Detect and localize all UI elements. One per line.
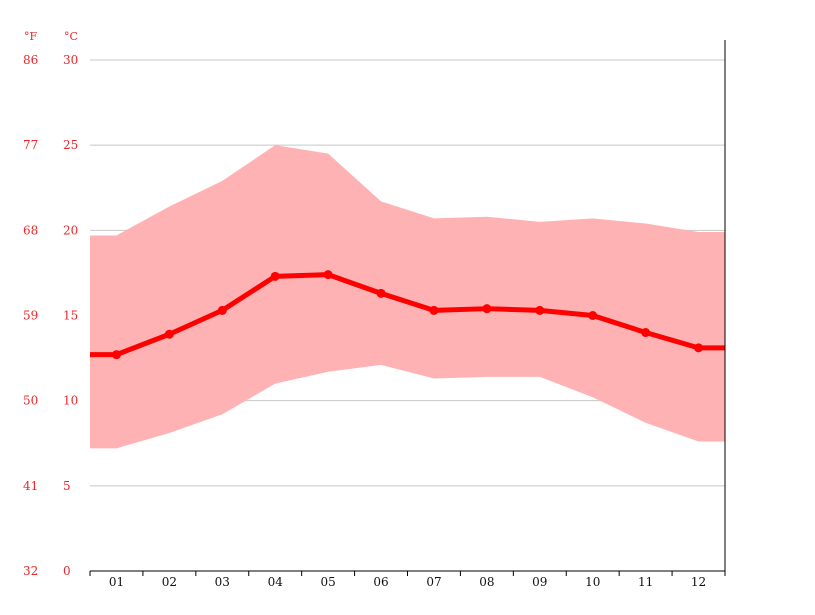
y-tick-fahrenheit-50: 50 bbox=[23, 394, 38, 408]
celsius-unit-label: °C bbox=[64, 30, 78, 43]
mean-point-02 bbox=[164, 329, 174, 339]
y-tick-celsius-20: 20 bbox=[63, 223, 78, 237]
y-tick-celsius-5: 5 bbox=[63, 479, 71, 493]
mean-temperature-line bbox=[90, 272, 725, 358]
mean-point-07 bbox=[429, 305, 439, 315]
x-tick-label-01: 01 bbox=[109, 575, 124, 589]
x-tick-label-09: 09 bbox=[532, 575, 547, 589]
x-tick-label-05: 05 bbox=[320, 575, 335, 589]
fahrenheit-unit-label: °F bbox=[24, 30, 38, 43]
y-tick-fahrenheit-59: 59 bbox=[23, 309, 38, 323]
x-tick-label-12: 12 bbox=[691, 575, 706, 589]
mean-point-10 bbox=[588, 311, 598, 320]
x-tick-label-10: 10 bbox=[585, 575, 600, 589]
x-tick-label-06: 06 bbox=[373, 575, 388, 589]
mean-point-01 bbox=[111, 350, 121, 360]
x-tick-label-08: 08 bbox=[479, 575, 494, 589]
y-tick-celsius-30: 30 bbox=[63, 53, 78, 67]
mean-point-11 bbox=[641, 328, 651, 338]
y-tick-fahrenheit-32: 32 bbox=[23, 564, 38, 578]
x-tick-label-07: 07 bbox=[426, 575, 441, 589]
band-layer bbox=[90, 145, 725, 449]
y-tick-celsius-25: 25 bbox=[63, 138, 78, 152]
line-layer bbox=[90, 270, 725, 360]
x-tick-label-02: 02 bbox=[162, 575, 177, 589]
x-tick-label-03: 03 bbox=[215, 575, 230, 589]
mean-point-09 bbox=[535, 305, 545, 315]
mean-point-03 bbox=[217, 305, 227, 315]
y-tick-celsius-0: 0 bbox=[63, 564, 71, 578]
y-tick-fahrenheit-77: 77 bbox=[23, 138, 38, 152]
x-tick-label-11: 11 bbox=[638, 575, 653, 589]
mean-point-08 bbox=[482, 304, 492, 314]
y-tick-fahrenheit-68: 68 bbox=[23, 223, 38, 237]
mean-point-04 bbox=[270, 271, 280, 281]
y-tick-celsius-10: 10 bbox=[63, 394, 78, 408]
y-tick-fahrenheit-41: 41 bbox=[23, 479, 38, 493]
y-tick-celsius-15: 15 bbox=[63, 309, 78, 323]
x-tick-label-04: 04 bbox=[268, 575, 284, 589]
temperature-range-band bbox=[90, 145, 725, 449]
y-tick-fahrenheit-86: 86 bbox=[23, 53, 38, 67]
axis-layer: 0 32 5 41 10 50 15 59 20 68 25 77 30 86 01 02 03 04 05 06 07… bbox=[23, 40, 726, 589]
mean-point-06 bbox=[376, 288, 386, 298]
mean-point-05 bbox=[323, 270, 333, 280]
mean-point-12 bbox=[694, 343, 704, 353]
